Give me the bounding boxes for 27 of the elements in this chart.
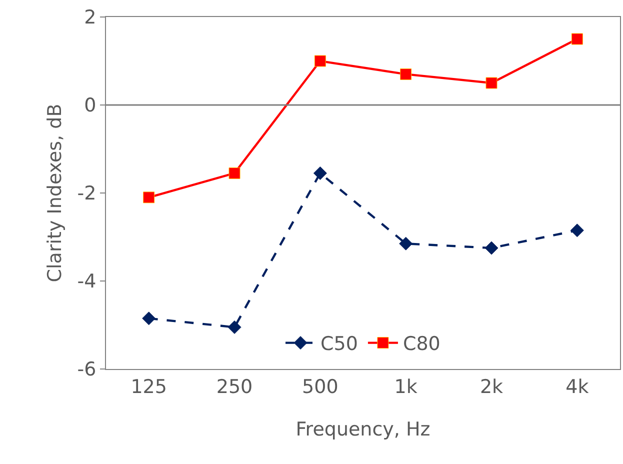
x-tick-label: 500 [302, 376, 338, 398]
y-tick-label: -6 [77, 358, 96, 381]
x-tick-label: 1k [394, 376, 418, 398]
y-tick-label: 2 [84, 6, 96, 29]
legend-label: C80 [402, 333, 440, 356]
point [486, 77, 498, 89]
point [399, 236, 413, 250]
x-tick-label: 250 [216, 376, 253, 398]
y-tick-label: 0 [84, 94, 96, 117]
point [228, 167, 240, 179]
x-tick-label: 4k [566, 376, 589, 398]
y-tick-label: -2 [77, 182, 96, 205]
point [313, 166, 327, 180]
x-tick-label: 2k [480, 376, 504, 398]
point [142, 312, 156, 326]
y-axis-title: Clarity Indexes, dB [44, 104, 66, 282]
y-tick-label: -4 [77, 270, 96, 293]
point [228, 320, 242, 334]
point [143, 192, 155, 204]
point [400, 68, 412, 80]
x-tick-label: 125 [130, 376, 167, 398]
point [484, 241, 498, 255]
point [314, 55, 326, 67]
point [571, 33, 583, 45]
legend-label: C50 [320, 333, 358, 356]
point [570, 224, 584, 238]
x-axis-title: Frequency, Hz [296, 418, 430, 441]
